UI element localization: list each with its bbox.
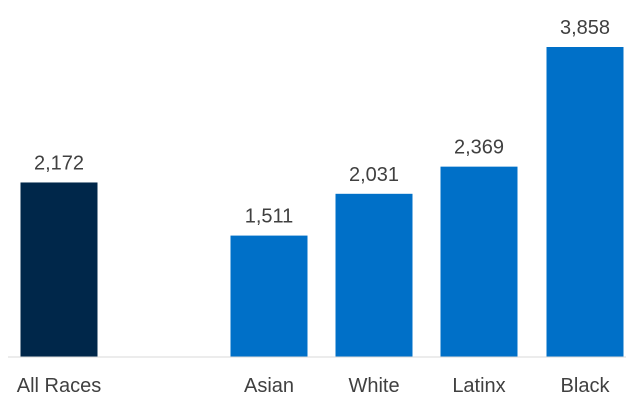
category-label-black: Black bbox=[561, 375, 611, 397]
bar-black bbox=[546, 47, 624, 357]
bar-white bbox=[335, 193, 413, 357]
value-label-all-races: 2,172 bbox=[34, 152, 84, 174]
bars-layer bbox=[20, 47, 624, 357]
category-label-all-races: All Races bbox=[17, 375, 101, 397]
value-label-white: 2,031 bbox=[349, 164, 399, 186]
bar-asian bbox=[230, 235, 308, 357]
value-label-asian: 1,511 bbox=[245, 206, 294, 228]
value-label-black: 3,858 bbox=[560, 17, 610, 39]
category-label-white: White bbox=[348, 375, 399, 397]
bar-latinx bbox=[440, 166, 518, 357]
category-label-asian: Asian bbox=[244, 375, 294, 397]
value-labels-layer: 2,172 1,511 2,031 2,369 3,858 bbox=[34, 17, 610, 228]
value-label-latinx: 2,369 bbox=[454, 137, 504, 159]
category-labels-layer: All Races Asian White Latinx Black bbox=[17, 375, 611, 397]
category-label-latinx: Latinx bbox=[452, 375, 505, 397]
bar-all-races bbox=[20, 182, 98, 357]
